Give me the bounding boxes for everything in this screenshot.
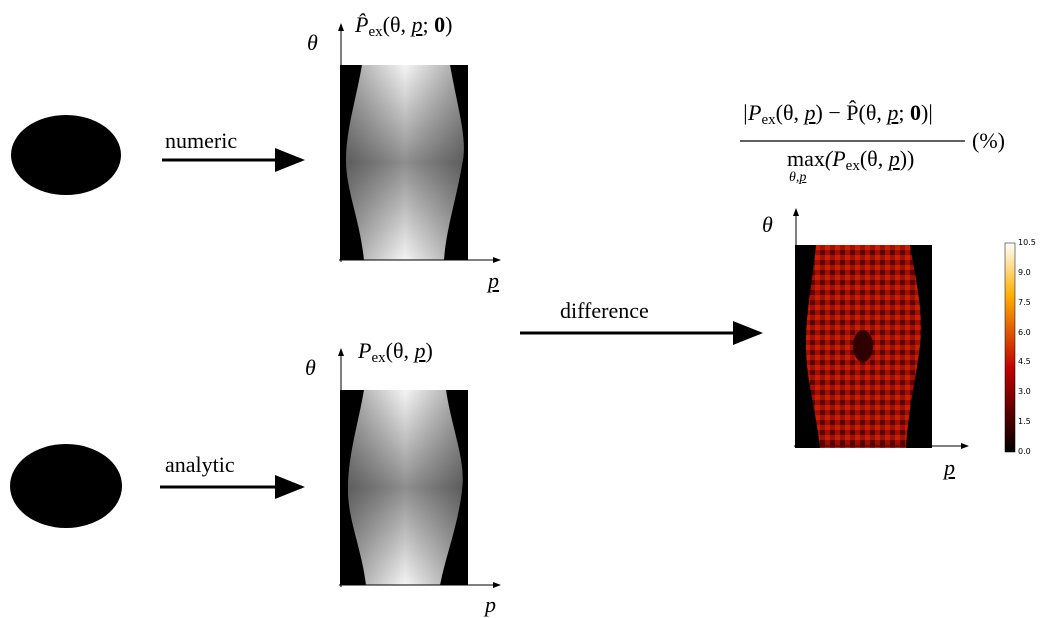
numeric-label: numeric [165, 128, 238, 153]
axis-label: p [485, 592, 496, 617]
difference-label: difference [560, 298, 649, 323]
subscript: ex [368, 24, 383, 40]
text: 0 [434, 12, 446, 37]
numeric-ellipse [11, 115, 121, 195]
numerator: |Pex(θ, p) − P̂(θ, p; 0)| [742, 100, 933, 129]
axis-label: p [488, 268, 499, 293]
text: (θ, [382, 12, 412, 37]
top-sinogram [338, 23, 501, 263]
text: (θ, [859, 146, 889, 171]
text: p [414, 338, 426, 363]
unit: (%) [972, 128, 1005, 153]
colorbar [1004, 242, 1016, 453]
bottom-sinogram-label: Pex(θ, p) [358, 338, 433, 367]
text: ) [425, 338, 433, 363]
text: (P [824, 146, 846, 171]
analytic-label: analytic [165, 452, 235, 477]
error-map [793, 208, 1016, 453]
text: p [799, 170, 807, 185]
subscript: ex [761, 112, 776, 128]
axis-label: p [944, 455, 955, 480]
denominator: max θ,p (Pex(θ, p)) [787, 146, 915, 185]
text: ) [445, 12, 453, 37]
text: θ, [789, 170, 800, 185]
subscript: ex [845, 158, 860, 174]
axis-label: θ [305, 355, 316, 380]
colorbar-tick-label: 9.0 [1018, 267, 1031, 277]
analytic-ellipse [10, 444, 122, 528]
colorbar-tick-label: 4.5 [1018, 357, 1031, 367]
text: )) [899, 146, 915, 171]
colorbar-tick-label: 7.5 [1018, 297, 1031, 307]
colorbar-tick-label: 10.5 [1018, 238, 1036, 247]
axis-label: θ [762, 212, 773, 237]
text: |P [742, 100, 762, 125]
text: p [804, 100, 816, 125]
colorbar-tick-label: 3.0 [1018, 387, 1031, 397]
symbol: P [358, 338, 372, 363]
text: (θ, [775, 100, 805, 125]
text: ; [422, 12, 435, 37]
text: max [787, 146, 825, 171]
bottom-sinogram [338, 348, 501, 588]
top-sinogram-label: P̂ex(θ, p; 0) [355, 12, 452, 41]
subscript: ex [371, 350, 386, 366]
colorbar-tick-label: 6.0 [1018, 327, 1031, 337]
symbol: P̂ [355, 12, 369, 37]
text: ; [898, 100, 911, 125]
colorbar-tick-label: 0.0 [1018, 447, 1031, 456]
text: 0 [910, 100, 922, 125]
text: (θ, [385, 338, 415, 363]
colorbar-tick-label: 1.5 [1018, 417, 1031, 427]
text: )| [921, 100, 933, 125]
axis-label: θ [307, 30, 318, 55]
text: ) − P̂(θ, [815, 100, 888, 125]
text: p [888, 146, 900, 171]
text: p [887, 100, 899, 125]
text: p [411, 12, 423, 37]
